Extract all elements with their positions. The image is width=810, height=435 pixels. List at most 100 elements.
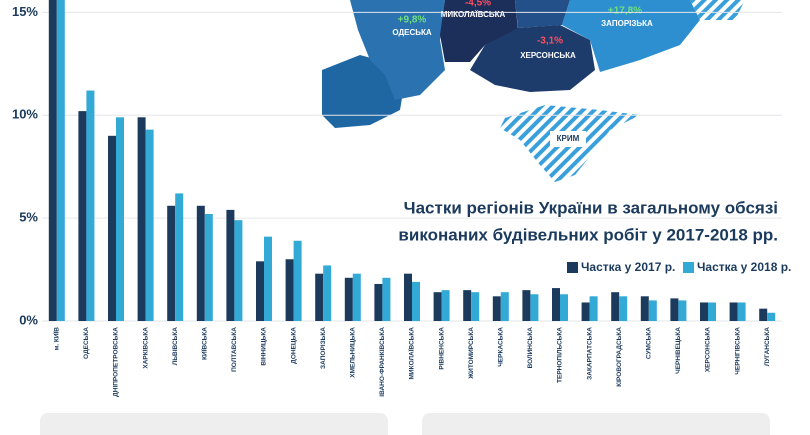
x-tick-label: ЧЕРНІВЕЦЬКА bbox=[675, 327, 682, 374]
legend-swatch bbox=[567, 262, 578, 273]
x-tick-label: РІВНЕНСЬКА bbox=[438, 327, 445, 370]
bar bbox=[196, 205, 205, 321]
x-tick-label: ПОЛТАВСЬКА bbox=[231, 327, 238, 372]
x-tick-label: ТЕРНОПІЛЬСЬКА bbox=[557, 327, 564, 383]
bar bbox=[552, 288, 560, 321]
footer-box bbox=[40, 413, 388, 435]
bar bbox=[167, 205, 176, 321]
region-change: +9,8% bbox=[398, 15, 427, 26]
bar bbox=[463, 290, 472, 321]
x-tick-label: ЛУГАНСЬКА bbox=[764, 327, 771, 367]
region-name: МИКОЛАЇВСЬКА bbox=[441, 10, 506, 19]
x-tick-label: КИЇВСЬКА bbox=[201, 327, 209, 360]
bar bbox=[560, 294, 568, 321]
bar bbox=[108, 135, 116, 321]
bar bbox=[175, 193, 184, 321]
bar bbox=[433, 292, 442, 321]
legend-label: Частка у 2018 р. bbox=[697, 260, 791, 274]
bar bbox=[285, 259, 294, 321]
bar bbox=[374, 283, 383, 321]
region-shape bbox=[515, 0, 570, 28]
region-change: -4,5% bbox=[465, 0, 491, 9]
bar bbox=[737, 302, 746, 321]
bar bbox=[293, 240, 302, 321]
bar bbox=[640, 296, 649, 321]
y-tick-label: 5% bbox=[19, 210, 38, 225]
bar bbox=[589, 296, 598, 321]
chart-title: виконаних будівельних робіт у 2017-2018 … bbox=[398, 225, 778, 244]
x-tick-label: ЗАКАРПАТСЬКА bbox=[586, 327, 593, 380]
bar bbox=[678, 300, 687, 321]
region-shape bbox=[350, 0, 445, 100]
region-shape bbox=[690, 0, 745, 20]
x-tick-label: ІВАНО-ФРАНКІВСЬКА bbox=[379, 327, 386, 397]
region-name: КРИМ bbox=[557, 134, 580, 143]
bar bbox=[708, 302, 716, 321]
bar bbox=[404, 273, 412, 321]
bar bbox=[759, 308, 768, 321]
bar bbox=[78, 111, 87, 321]
y-tick-label: 10% bbox=[12, 107, 38, 122]
region-shape bbox=[470, 25, 595, 92]
bar bbox=[500, 292, 509, 321]
x-tick-label: ОДЕСЬКА bbox=[83, 327, 90, 359]
bar bbox=[344, 277, 353, 321]
x-tick-label: ЛЬВІВСЬКА bbox=[172, 327, 179, 366]
legend-swatch bbox=[683, 262, 694, 273]
region-change: +17,8% bbox=[608, 6, 642, 17]
region-name: ХЕРСОНСЬКА bbox=[520, 51, 576, 60]
bar bbox=[700, 302, 708, 321]
y-tick-label: 15% bbox=[12, 4, 38, 19]
map: +9,8% ОДЕСЬКА -4,5% МИКОЛАЇВСЬКА -3,1% Х… bbox=[322, 0, 745, 182]
bar bbox=[226, 209, 235, 321]
bar bbox=[382, 277, 391, 321]
x-tick-label: ХЕРСОНСЬКА bbox=[705, 327, 712, 372]
bar bbox=[137, 117, 146, 322]
bar bbox=[611, 292, 620, 321]
bar bbox=[145, 129, 154, 321]
bar bbox=[56, 0, 65, 321]
plot: 0% 5% 10% 15% м. КИЇВ ОДЕСЬКА ДНІПРОПЕТРОВСЬКА… bbox=[12, 0, 782, 397]
x-tick-label: ЧЕРКАСЬКА bbox=[498, 327, 505, 367]
y-tick-label: 0% bbox=[19, 312, 38, 327]
region-shape bbox=[440, 0, 518, 62]
x-tick-label: МИКОЛАЇВСЬКА bbox=[408, 327, 416, 380]
x-tick-label: ХАРКІВСЬКА bbox=[142, 327, 149, 369]
bar bbox=[670, 298, 679, 321]
region-name: ЗАПОРІЗЬКА bbox=[601, 19, 653, 28]
footer-box bbox=[422, 413, 770, 435]
bar bbox=[234, 220, 243, 321]
bar bbox=[86, 90, 95, 322]
bar bbox=[492, 296, 501, 321]
bar bbox=[204, 214, 213, 321]
bar bbox=[471, 292, 480, 321]
bar bbox=[619, 296, 628, 321]
bar bbox=[323, 265, 332, 321]
chart-title: Частки регіонів України в загальному обс… bbox=[404, 198, 778, 217]
bar bbox=[256, 261, 264, 321]
bar bbox=[412, 281, 420, 321]
x-tick-label: КІРОВОГРАДСЬКА bbox=[616, 327, 623, 387]
bar bbox=[441, 290, 450, 321]
region-change: -3,1% bbox=[537, 36, 563, 47]
x-tick-label: ЖИТОМИРСЬКА bbox=[468, 327, 475, 380]
bar bbox=[530, 294, 539, 321]
x-tick-label: ХМЕЛЬНИЦЬКА bbox=[350, 327, 357, 378]
x-tick-label: м. КИЇВ bbox=[53, 327, 61, 351]
x-tick-label: ДОНЕЦЬКА bbox=[290, 327, 297, 364]
bar bbox=[581, 302, 590, 321]
bar bbox=[315, 273, 324, 321]
x-tick-label: ВОЛИНСЬКА bbox=[527, 327, 534, 369]
label-bg bbox=[550, 131, 586, 147]
region-shape bbox=[562, 0, 700, 72]
x-tick-label: ЗАПОРІЗЬКА bbox=[320, 327, 327, 369]
bar bbox=[522, 290, 531, 321]
bar bbox=[729, 302, 738, 321]
bar bbox=[767, 312, 776, 321]
x-tick-label: ВІННИЦЬКА bbox=[261, 327, 268, 366]
x-tick-label: ДНІПРОПЕТРОВСЬКА bbox=[113, 327, 120, 397]
bar bbox=[648, 300, 657, 321]
x-tick-label: СУМСЬКА bbox=[646, 327, 653, 359]
legend-label: Частка у 2017 р. bbox=[581, 260, 675, 274]
